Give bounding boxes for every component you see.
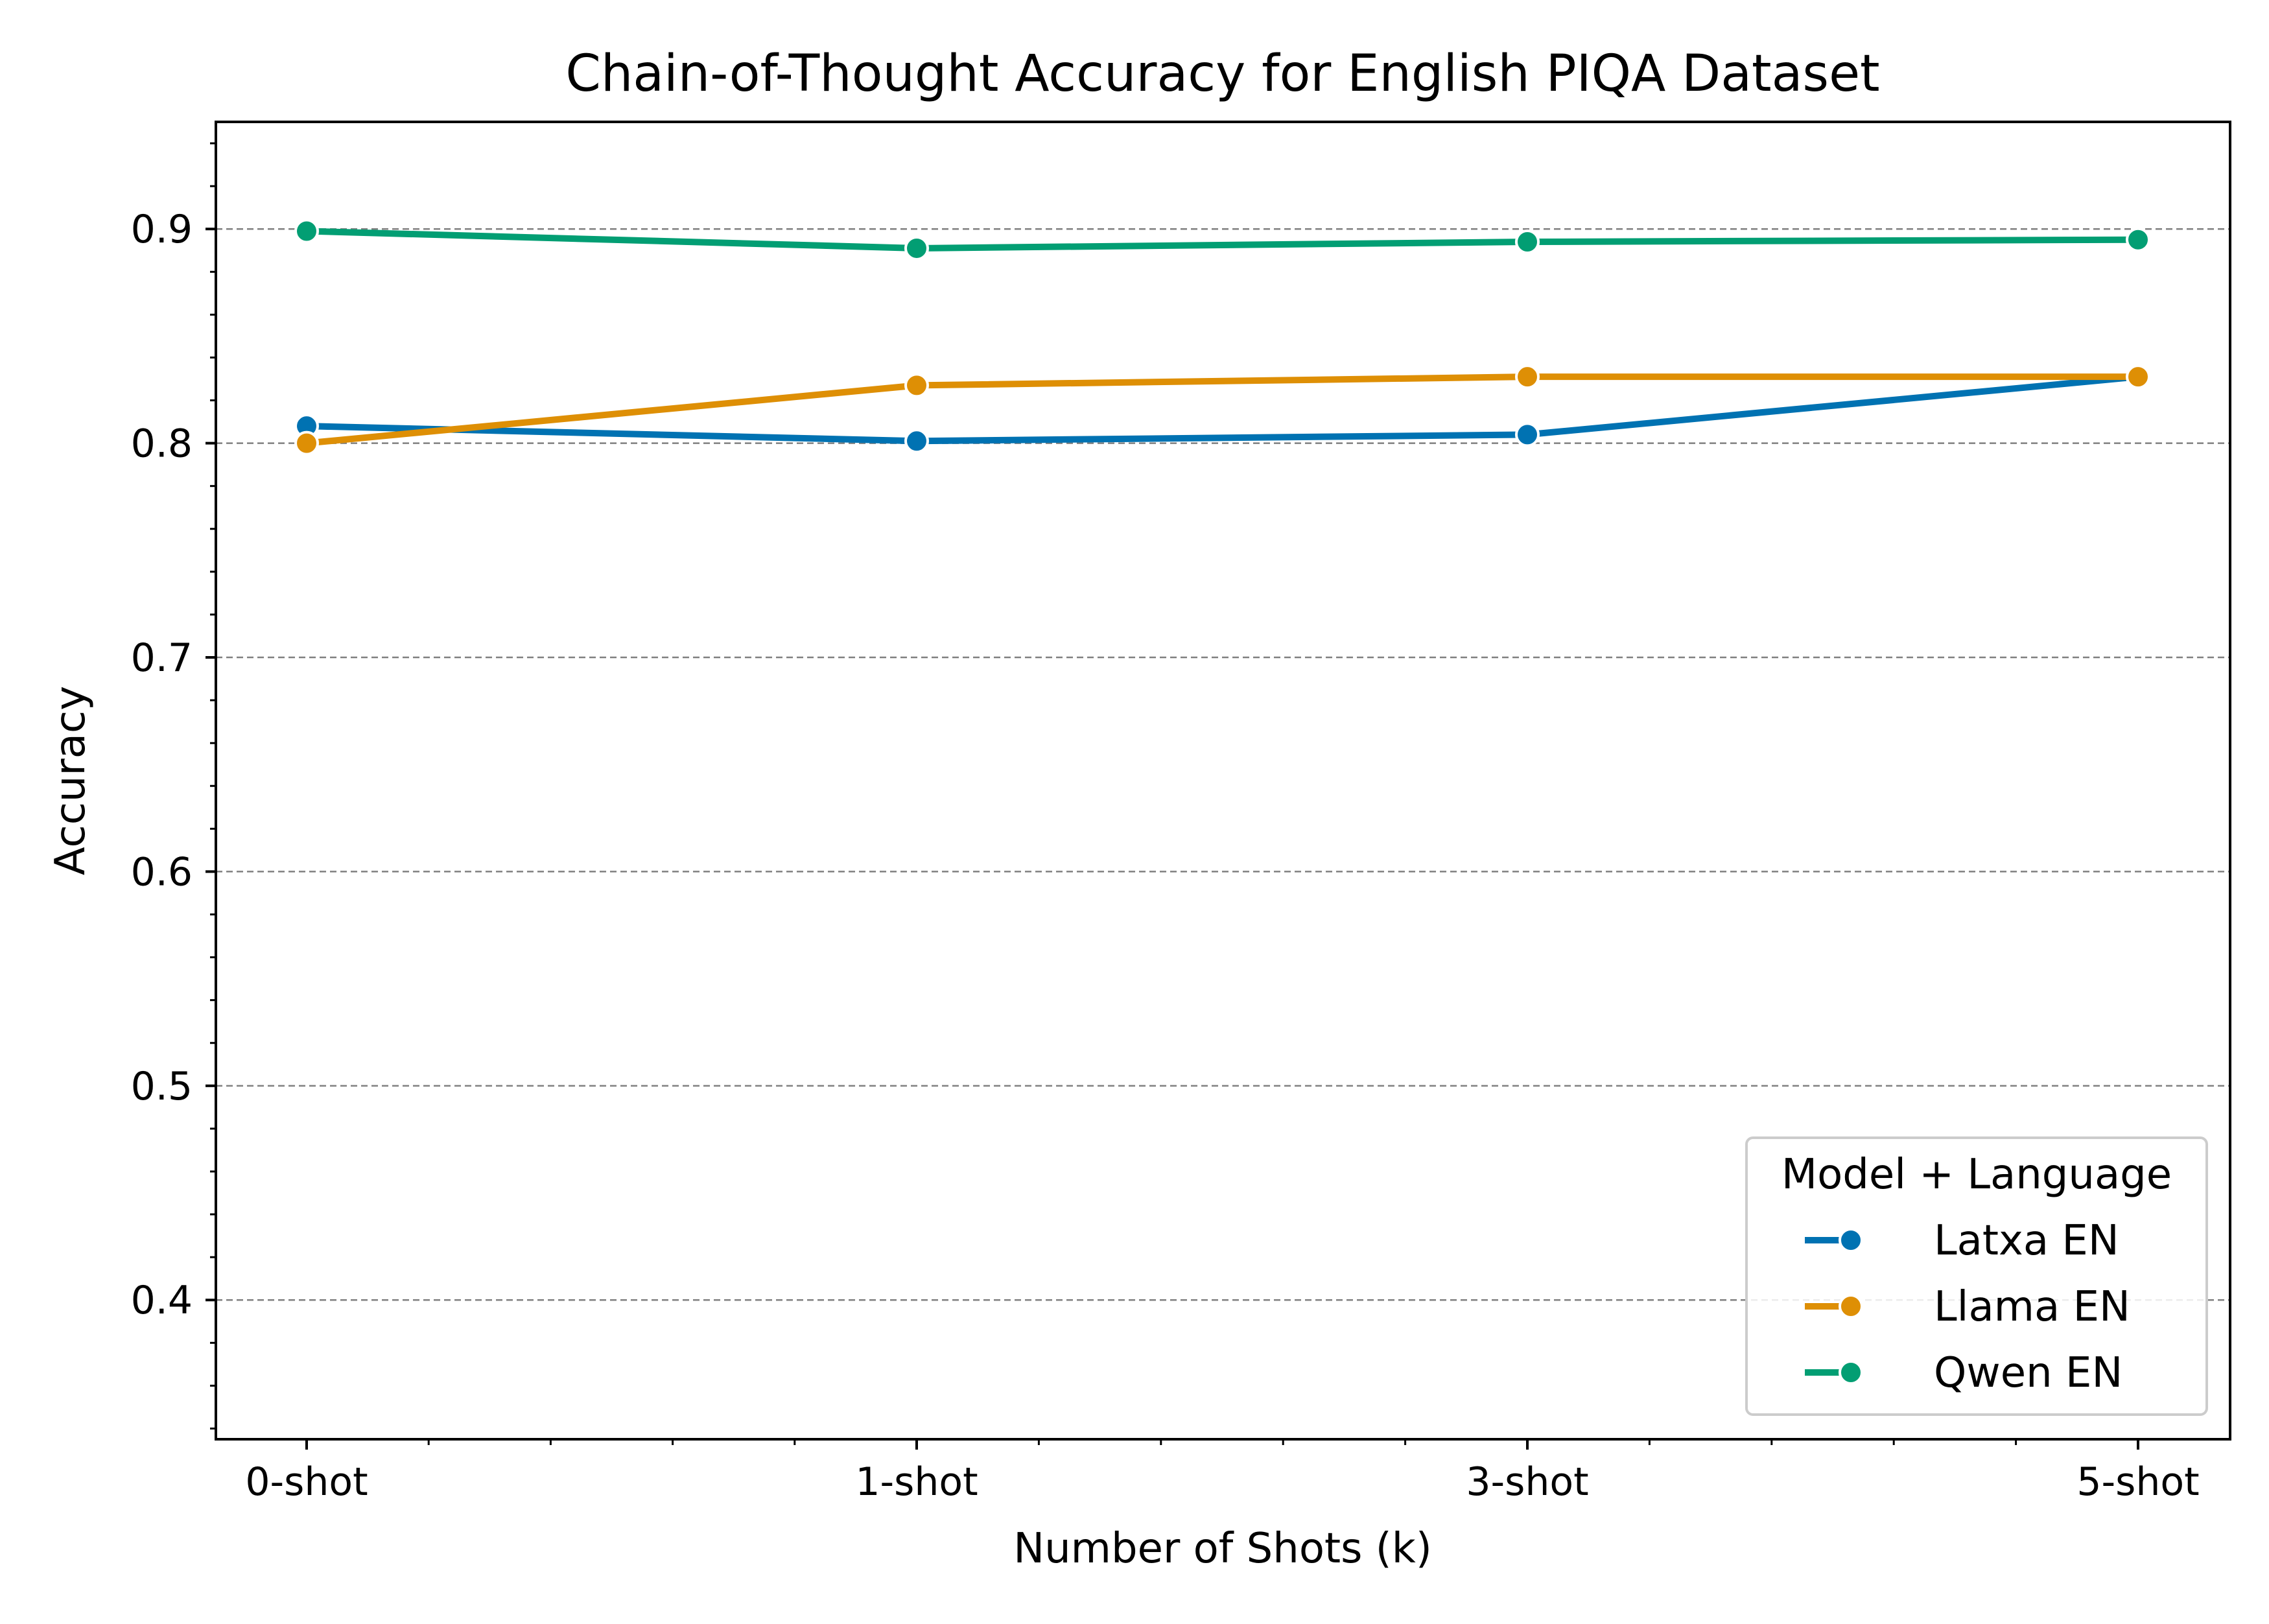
data-point [904,429,929,454]
x-axis: 0-shot 1-shot 3-shot 5-shot [245,1439,2200,1505]
legend-box [1745,1136,2208,1416]
legend-entry: Qwen EN [1805,1349,2122,1397]
y-tick-label: 0.7 [131,635,193,681]
x-tick-label: 0-shot [245,1459,368,1505]
series-line [303,228,2141,252]
legend-title: Model + Language [1781,1151,2172,1199]
chart-title: Chain-of-Thought Accuracy for English PI… [565,45,1879,103]
data-point [1515,364,1540,390]
legend: Model + Language Latxa EN Llama EN Qwen EN [1745,1136,2208,1416]
data-point [2126,227,2150,252]
x-tick-label: 3-shot [1466,1459,1588,1505]
data-point [1515,422,1540,447]
x-tick-label: 5-shot [2076,1459,2199,1505]
data-point [904,235,929,261]
legend-marker [1839,1228,1863,1253]
series-line [303,373,2141,445]
data-point [904,373,929,398]
y-tick-label: 0.4 [131,1278,193,1323]
y-tick-label: 0.6 [131,849,193,895]
series-lines [294,218,2150,456]
series-llama-en [294,364,2150,456]
plot-frame [215,121,2231,1441]
y-tick-label: 0.8 [131,421,193,467]
legend-label: Qwen EN [1934,1349,2122,1397]
legend-entry: Latxa EN [1805,1217,2119,1265]
y-axis-label: Accuracy [47,686,95,875]
data-point [294,430,319,456]
y-axis: 0.4 0.5 0.6 0.7 0.8 0.9 [131,142,216,1430]
x-tick-label: 1-shot [855,1459,978,1505]
grid-lines [216,228,2230,1301]
data-point [1515,229,1540,255]
legend-label: Latxa EN [1934,1217,2119,1265]
y-tick-label: 0.5 [131,1064,193,1109]
series-line [303,373,2141,447]
legend-marker [1839,1294,1863,1319]
y-tick-label: 0.9 [131,207,193,252]
x-axis-label: Number of Shots (k) [1013,1525,1432,1573]
legend-entry: Llama EN [1805,1283,2130,1331]
legend-label: Llama EN [1934,1283,2130,1331]
data-point [2126,364,2150,390]
data-point [294,218,319,244]
series-latxa-en [294,364,2150,454]
legend-marker [1839,1360,1863,1385]
series-qwen-en [294,218,2150,261]
